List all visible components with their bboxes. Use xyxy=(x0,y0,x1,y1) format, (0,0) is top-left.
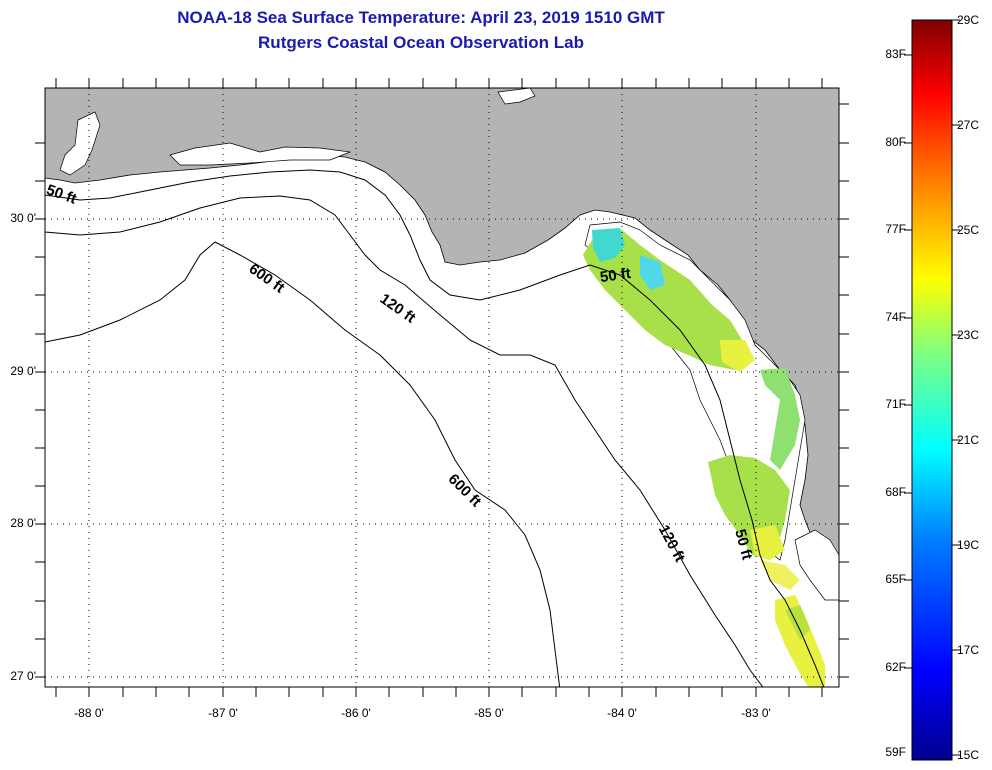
colorbar-label-62f: 62F xyxy=(885,660,906,674)
colorbar-label-74f: 74F xyxy=(885,310,906,324)
lat-label-28: 28 0' xyxy=(10,516,36,530)
colorbar-label-17c: 17C xyxy=(957,643,980,657)
depth-contours xyxy=(45,169,825,687)
lon-label-84: -84 0' xyxy=(607,706,637,720)
lon-label-83: -83 0' xyxy=(741,706,771,720)
colorbar-label-27c: 27C xyxy=(957,118,980,132)
colorbar-label-19c: 19C xyxy=(957,538,980,552)
colorbar xyxy=(911,19,953,761)
map-title: NOAA-18 Sea Surface Temperature: April 2… xyxy=(177,8,665,27)
colorbar-ticks xyxy=(904,19,960,756)
lon-label-86: -86 0' xyxy=(341,706,371,720)
colorbar-label-83f: 83F xyxy=(885,47,906,61)
lat-label-30: 30 0' xyxy=(10,211,36,225)
colorbar-label-59f: 59F xyxy=(885,745,906,759)
lon-label-87: -87 0' xyxy=(208,706,238,720)
colorbar-label-25c: 25C xyxy=(957,223,980,237)
land-area xyxy=(45,88,839,561)
colorbar-label-65f: 65F xyxy=(885,572,906,586)
colorbar-label-71f: 71F xyxy=(885,397,906,411)
lat-label-27: 27 0' xyxy=(10,669,36,683)
colorbar-label-29c: 29C xyxy=(957,13,980,27)
map-subtitle: Rutgers Coastal Ocean Observation Lab xyxy=(258,33,584,52)
lat-label-29: 29 0' xyxy=(10,364,36,378)
map-frame xyxy=(44,87,840,688)
colorbar-label-68f: 68F xyxy=(885,485,906,499)
lon-label-88: -88 0' xyxy=(74,706,104,720)
axis-ticks xyxy=(35,78,849,697)
colorbar-label-23c: 23C xyxy=(957,328,980,342)
sst-data xyxy=(583,228,825,687)
colorbar-label-77f: 77F xyxy=(885,222,906,236)
colorbar-label-15c: 15C xyxy=(957,748,980,762)
colorbar-label-80f: 80F xyxy=(885,135,906,149)
colorbar-label-21c: 21C xyxy=(957,433,980,447)
graticule xyxy=(45,88,839,687)
lon-label-85: -85 0' xyxy=(474,706,504,720)
